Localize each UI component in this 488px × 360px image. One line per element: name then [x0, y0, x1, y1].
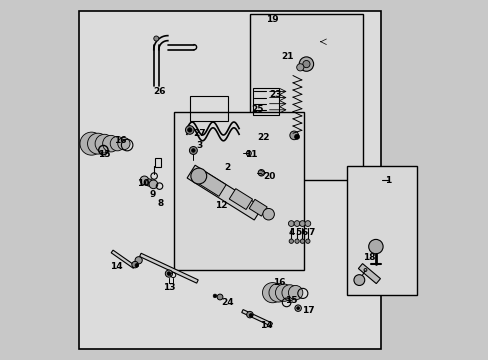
Text: 19: 19 [266, 15, 278, 24]
Text: 16: 16 [114, 136, 126, 145]
Circle shape [165, 270, 172, 277]
Circle shape [294, 239, 299, 243]
Circle shape [249, 314, 252, 317]
Circle shape [258, 170, 264, 176]
Circle shape [153, 36, 159, 41]
Circle shape [282, 285, 297, 301]
Circle shape [118, 138, 130, 150]
Text: 15: 15 [98, 150, 110, 159]
Bar [253, 88, 278, 115]
Circle shape [87, 133, 108, 154]
Circle shape [305, 221, 310, 226]
Polygon shape [229, 189, 252, 210]
Circle shape [189, 147, 197, 154]
Circle shape [300, 239, 304, 243]
Circle shape [305, 239, 309, 243]
Circle shape [95, 134, 114, 153]
Circle shape [110, 136, 124, 151]
Text: 22: 22 [257, 134, 269, 143]
Polygon shape [111, 250, 135, 268]
Circle shape [140, 176, 148, 185]
Bar [79, 11, 381, 349]
Circle shape [262, 283, 282, 303]
Circle shape [288, 239, 293, 243]
Text: 4: 4 [287, 228, 294, 237]
Circle shape [296, 307, 299, 310]
Text: 21: 21 [281, 53, 293, 62]
Circle shape [132, 261, 138, 268]
Circle shape [213, 294, 216, 298]
Text: 6: 6 [301, 228, 307, 237]
Text: 26: 26 [153, 87, 165, 96]
Text: 7: 7 [307, 228, 314, 237]
Text: 12: 12 [214, 201, 227, 210]
Circle shape [288, 221, 294, 226]
Text: 17: 17 [301, 306, 314, 315]
Text: 25: 25 [251, 105, 263, 114]
Circle shape [246, 311, 253, 318]
Circle shape [145, 179, 152, 186]
Circle shape [294, 134, 299, 139]
Text: 18: 18 [362, 253, 375, 262]
Polygon shape [241, 310, 272, 326]
Text: 14: 14 [110, 262, 123, 271]
Circle shape [102, 135, 119, 152]
Circle shape [217, 294, 223, 300]
Circle shape [275, 284, 292, 301]
Text: 23: 23 [268, 90, 281, 99]
Polygon shape [194, 170, 225, 196]
Circle shape [288, 285, 302, 300]
Text: 16: 16 [272, 278, 285, 287]
Text: 27: 27 [193, 130, 206, 139]
Text: 24: 24 [221, 298, 233, 307]
Circle shape [299, 221, 305, 226]
Text: 9: 9 [149, 190, 156, 199]
Text: 14: 14 [259, 321, 272, 330]
Bar [346, 166, 416, 295]
Circle shape [190, 168, 206, 184]
Circle shape [185, 126, 194, 134]
Circle shape [167, 272, 170, 275]
Circle shape [299, 57, 313, 71]
Text: 10: 10 [137, 179, 149, 188]
Polygon shape [249, 199, 266, 216]
Polygon shape [358, 264, 380, 284]
Text: 1: 1 [384, 176, 390, 185]
Circle shape [294, 221, 299, 226]
Bar [190, 96, 228, 121]
Circle shape [294, 305, 301, 311]
Text: 8: 8 [157, 199, 163, 208]
Circle shape [135, 257, 142, 264]
Circle shape [268, 283, 287, 302]
Text: 2: 2 [224, 163, 230, 172]
Circle shape [246, 151, 251, 156]
Circle shape [302, 60, 309, 68]
Circle shape [149, 180, 158, 189]
Circle shape [296, 64, 303, 71]
Text: 5: 5 [294, 228, 301, 237]
Text: 3: 3 [196, 141, 202, 150]
Text: 13: 13 [163, 284, 175, 292]
Text: 11: 11 [245, 150, 258, 159]
Circle shape [263, 208, 274, 220]
Circle shape [368, 239, 382, 254]
Text: 20: 20 [263, 172, 275, 181]
Bar [249, 14, 363, 180]
Circle shape [353, 275, 364, 285]
Circle shape [191, 149, 195, 152]
Circle shape [187, 128, 192, 132]
Bar [174, 112, 303, 270]
Polygon shape [139, 253, 198, 283]
Bar [154, 158, 161, 167]
Text: 15: 15 [285, 296, 297, 305]
Circle shape [289, 131, 298, 140]
Circle shape [80, 132, 103, 155]
Circle shape [135, 264, 139, 267]
Polygon shape [187, 165, 262, 220]
